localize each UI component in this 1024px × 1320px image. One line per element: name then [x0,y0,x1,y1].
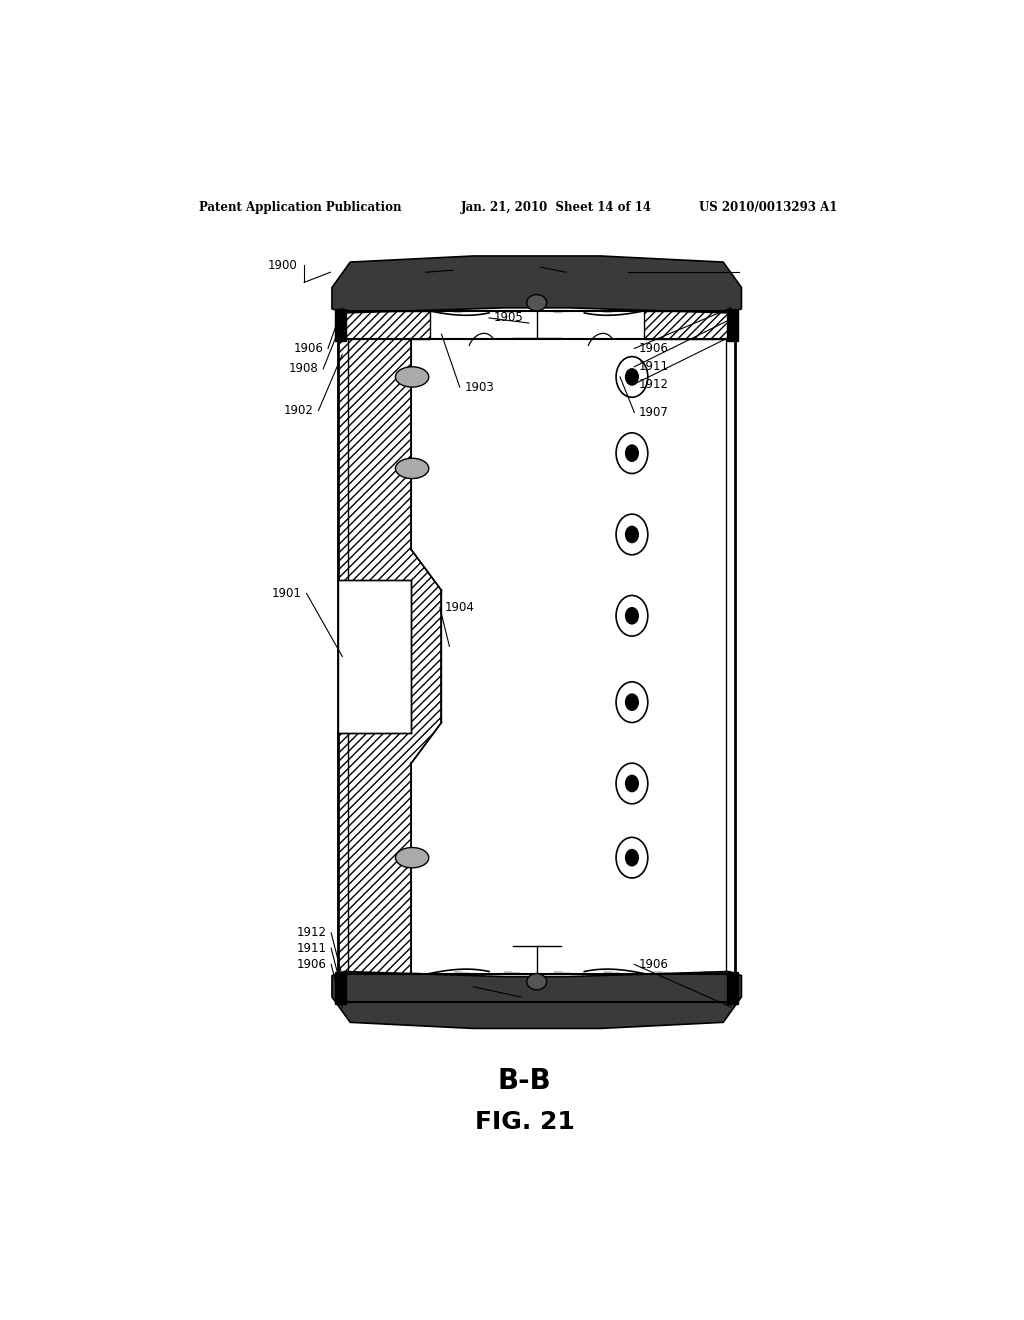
Circle shape [626,527,638,543]
Text: 1900: 1900 [268,259,298,272]
Text: 1908: 1908 [633,265,663,279]
Text: 1909: 1909 [392,265,422,279]
Text: 1911: 1911 [639,360,669,374]
Text: 1911: 1911 [296,941,327,954]
Ellipse shape [395,367,429,387]
Text: FIG. 21: FIG. 21 [475,1110,574,1134]
Polygon shape [338,339,441,974]
Text: 1902: 1902 [284,404,313,417]
Circle shape [626,775,638,792]
Bar [335,309,346,342]
Circle shape [626,694,638,710]
Circle shape [626,445,638,461]
Bar [335,972,346,1005]
Ellipse shape [395,458,429,479]
Ellipse shape [526,974,547,990]
Text: 1912: 1912 [296,927,327,940]
Text: 1912: 1912 [639,378,669,391]
Bar [727,972,738,1005]
Circle shape [626,850,638,866]
Text: 1906: 1906 [297,958,327,972]
Text: 1908: 1908 [289,362,318,375]
Text: 1906: 1906 [639,958,669,972]
Text: 1906: 1906 [293,342,324,355]
Polygon shape [332,972,741,1028]
Ellipse shape [526,294,547,312]
Text: 1901: 1901 [272,587,302,599]
Text: 1905: 1905 [478,981,508,993]
Polygon shape [644,312,735,339]
Polygon shape [644,974,735,1002]
Text: Jan. 21, 2010  Sheet 14 of 14: Jan. 21, 2010 Sheet 14 of 14 [461,201,652,214]
Text: 1910: 1910 [570,265,601,279]
Text: 1904: 1904 [444,601,474,614]
Polygon shape [332,256,741,313]
Text: 1903: 1903 [465,380,495,393]
Text: 1906: 1906 [639,342,669,355]
Text: B-B: B-B [498,1068,552,1096]
Circle shape [626,368,638,385]
Ellipse shape [395,847,429,867]
Text: US 2010/0013293 A1: US 2010/0013293 A1 [699,201,838,214]
Text: 1905: 1905 [494,312,523,325]
Polygon shape [338,974,430,1002]
Text: 1907: 1907 [639,407,669,418]
Polygon shape [338,581,412,733]
Circle shape [626,607,638,624]
Bar [727,309,738,342]
Text: Patent Application Publication: Patent Application Publication [200,201,402,214]
Polygon shape [338,312,430,339]
